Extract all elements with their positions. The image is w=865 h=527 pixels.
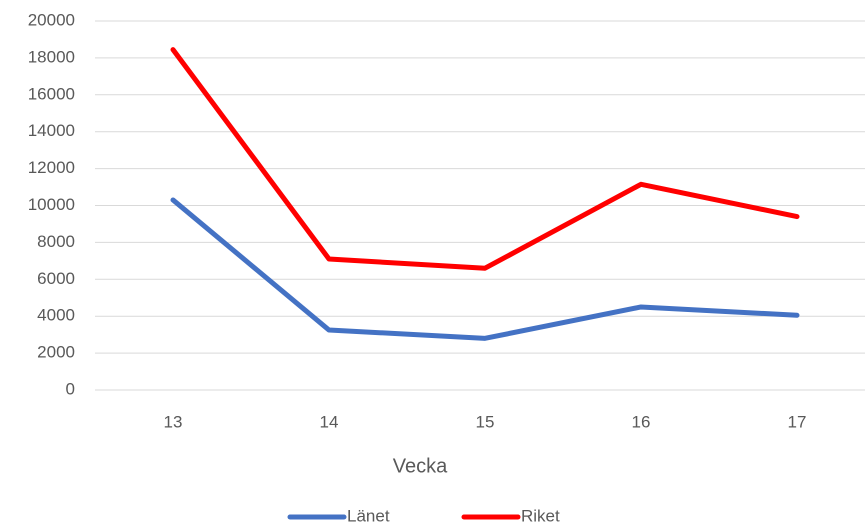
legend-label: Länet bbox=[347, 506, 390, 525]
series-line bbox=[170, 47, 800, 271]
x-axis-label: Vecka bbox=[393, 455, 448, 477]
y-tick-label: 10000 bbox=[28, 195, 75, 214]
y-tick-label: 20000 bbox=[28, 10, 75, 29]
x-tick-label: 14 bbox=[320, 412, 339, 431]
x-tick-label: 17 bbox=[788, 412, 807, 431]
y-tick-label: 0 bbox=[66, 379, 75, 398]
y-tick-label: 2000 bbox=[37, 343, 75, 362]
y-tick-label: 14000 bbox=[28, 121, 75, 140]
y-tick-label: 6000 bbox=[37, 269, 75, 288]
y-tick-label: 18000 bbox=[28, 47, 75, 66]
series-line bbox=[170, 197, 800, 341]
legend-label: Riket bbox=[521, 506, 560, 525]
y-tick-label: 12000 bbox=[28, 158, 75, 177]
x-tick-label: 16 bbox=[632, 412, 651, 431]
y-tick-label: 16000 bbox=[28, 84, 75, 103]
y-tick-label: 8000 bbox=[37, 232, 75, 251]
x-tick-label: 15 bbox=[476, 412, 495, 431]
y-tick-label: 4000 bbox=[37, 306, 75, 325]
x-tick-label: 13 bbox=[164, 412, 183, 431]
